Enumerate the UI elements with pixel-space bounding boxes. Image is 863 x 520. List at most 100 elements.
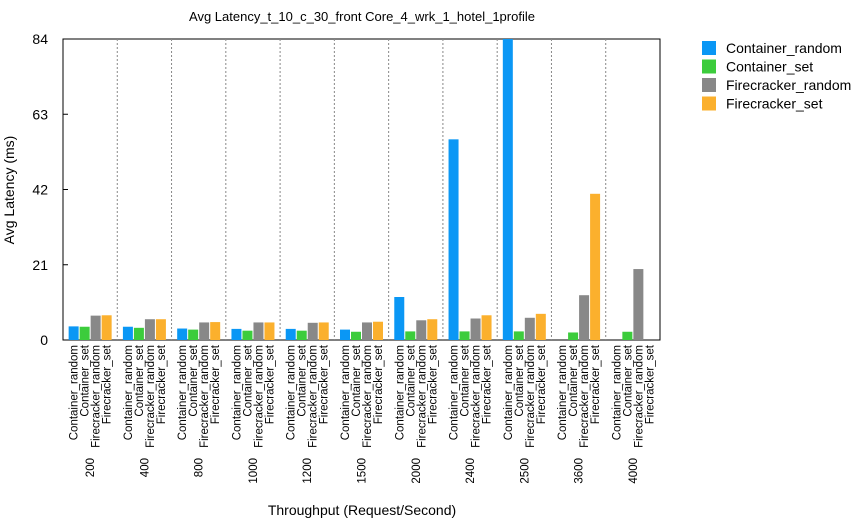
x-category-label: 800 [194, 458, 206, 477]
bar [79, 326, 90, 340]
x-bar-label: Firecracker_random [91, 345, 103, 448]
x-bar-label: Firecracker_set [590, 344, 602, 424]
x-category-label: 2400 [465, 458, 477, 484]
legend-label: Container_set [726, 59, 813, 75]
plot-frame [62, 38, 661, 341]
bar [633, 269, 644, 340]
x-category-label: 4000 [628, 458, 640, 484]
x-category-label: 1200 [302, 458, 314, 484]
bar [199, 322, 210, 340]
x-category-label: 200 [85, 458, 97, 477]
x-bar-label: Container_random [231, 345, 243, 440]
x-bar-label: Container_random [611, 345, 623, 440]
legend-swatch [702, 41, 716, 55]
x-bar-label: Container_random [286, 345, 298, 440]
bar [68, 326, 79, 340]
chart-title: Avg Latency_t_10_c_30_front Core_4_wrk_1… [189, 9, 535, 24]
bar [242, 330, 253, 340]
legend-label: Container_random [726, 40, 842, 56]
legend-swatch [702, 96, 716, 111]
x-category-label: 400 [139, 458, 151, 477]
x-bar-label: Container_set [568, 344, 580, 416]
x-bar-label: Container_set [514, 344, 526, 416]
x-bar-label: Firecracker_set [210, 344, 222, 424]
bar [122, 326, 133, 340]
bar [90, 315, 101, 340]
y-axis-label: Avg Latency (ms) [1, 136, 17, 245]
x-bar-label: Container_random [69, 345, 81, 440]
legend: Container_random Container_set Firecracker… [702, 40, 851, 112]
bar [133, 327, 144, 340]
bar [579, 295, 590, 340]
legend-label: Firecracker_random [726, 77, 851, 93]
bar [144, 319, 155, 340]
bar [264, 322, 275, 340]
x-category-label: 2000 [411, 458, 423, 484]
bar [535, 313, 546, 340]
bar [513, 331, 524, 340]
x-bar-label: Firecracker_set [644, 344, 656, 424]
bar [210, 322, 221, 340]
x-category-label: 1000 [248, 458, 260, 484]
bar [470, 318, 481, 340]
bar [155, 319, 166, 340]
legend-swatch [702, 59, 716, 74]
bar [351, 331, 361, 340]
x-bar-label: Container_random [557, 345, 569, 440]
y-tick-label: 42 [32, 182, 48, 198]
x-bar-label: Container_set [622, 344, 634, 416]
bar [590, 193, 601, 340]
bar [524, 317, 535, 340]
bar [296, 330, 307, 340]
x-bar-label: Firecracker_set [319, 344, 331, 424]
x-bar-label: Container_set [134, 344, 146, 416]
bar [177, 328, 188, 340]
bar [394, 297, 405, 340]
bar [318, 322, 329, 340]
x-bar-label: Firecracker_set [482, 344, 494, 424]
x-bar-label: Container_random [503, 345, 515, 440]
y-tick-label: 0 [40, 332, 48, 348]
x-bar-label: Container_random [449, 345, 461, 440]
legend-swatch [702, 78, 716, 92]
x-bar-label: Firecracker_set [156, 344, 168, 424]
x-bar-label: Firecracker_random [199, 345, 211, 448]
x-bar-label: Firecracker_set [264, 344, 276, 424]
x-bar-label: Firecracker_random [253, 345, 265, 448]
x-bar-label: Firecracker_set [536, 344, 548, 424]
x-bar-label: Container_set [351, 344, 363, 416]
x-bar-label: Firecracker_random [579, 345, 591, 448]
x-bar-label: Firecracker_random [525, 345, 537, 448]
x-bar-label: Container_set [80, 344, 92, 416]
bar [307, 322, 318, 340]
bar [362, 322, 372, 340]
x-bar-label: Firecracker_random [633, 345, 645, 448]
x-bar-label: Firecracker_random [362, 345, 374, 448]
x-bar-label: Firecracker_random [308, 345, 320, 448]
bar [427, 319, 438, 340]
x-bar-label: Firecracker_set [427, 344, 439, 424]
x-bar-label: Container_set [297, 344, 309, 416]
x-category-label: 2500 [519, 458, 531, 484]
x-bar-label: Container_set [405, 344, 417, 416]
y-tick-label: 63 [32, 106, 48, 122]
bar [188, 329, 199, 340]
y-tick-label: 84 [32, 31, 48, 47]
x-category-label: 1500 [357, 458, 369, 484]
x-bar-label: Container_set [460, 344, 472, 416]
x-bar-label: Firecracker_random [471, 345, 483, 448]
x-bar-label: Container_set [188, 344, 200, 416]
bar [481, 315, 492, 340]
bar [253, 322, 264, 340]
bar [340, 329, 350, 340]
bar [459, 331, 470, 340]
bar [568, 332, 579, 340]
x-category-label: 3600 [574, 458, 586, 484]
x-bar-label: Container_set [242, 344, 254, 416]
x-bar-label: Container_random [123, 345, 135, 440]
x-bar-label: Container_random [394, 345, 406, 440]
bar [231, 328, 242, 340]
x-bar-label: Firecracker_random [416, 345, 428, 448]
